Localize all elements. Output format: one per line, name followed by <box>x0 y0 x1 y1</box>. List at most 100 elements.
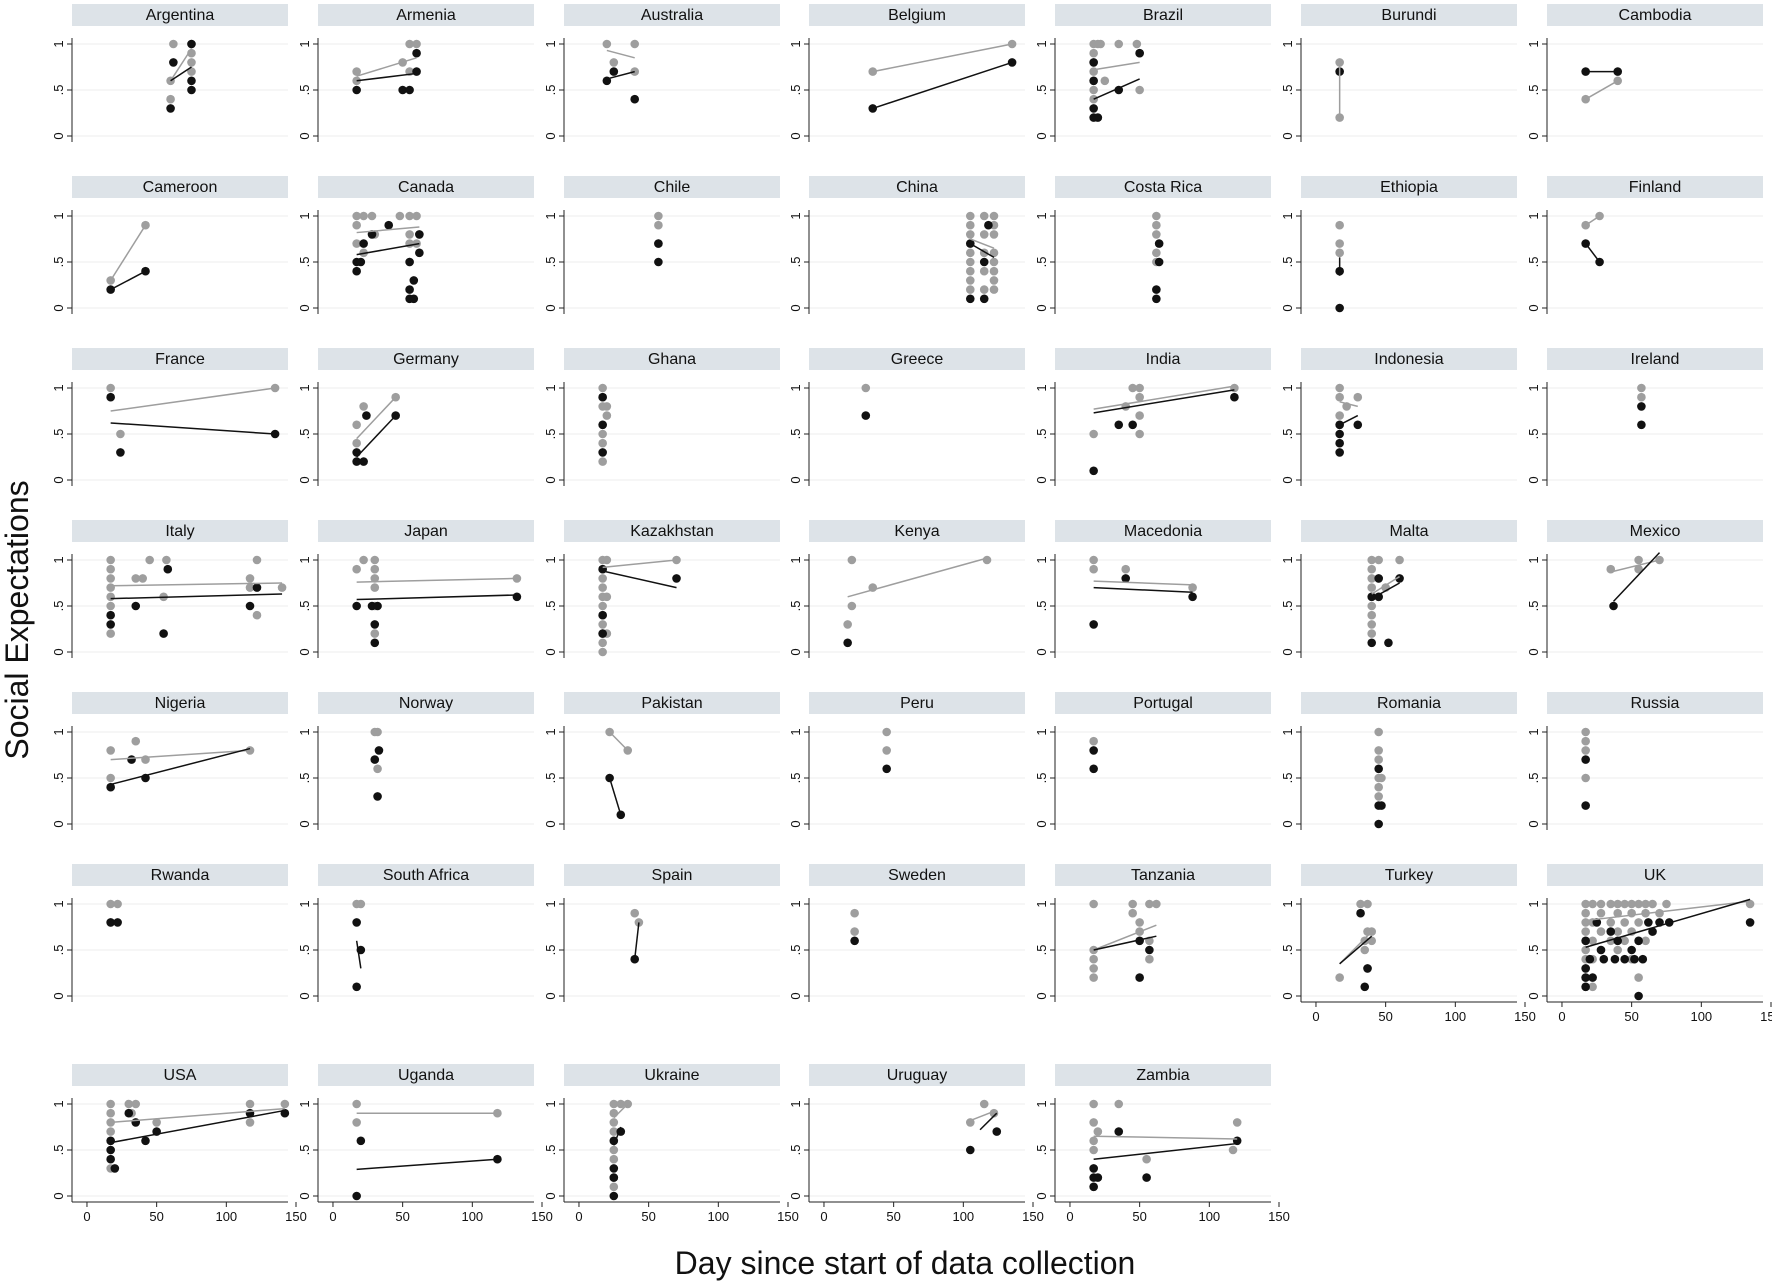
black-point <box>598 448 607 457</box>
gray-point <box>1152 220 1161 230</box>
y-tick-label: .5 <box>297 429 312 440</box>
y-tick-label: .5 <box>1280 945 1295 956</box>
black-point <box>1627 945 1636 955</box>
black-fit-line <box>608 777 622 816</box>
panel-strip <box>809 4 1025 26</box>
gray-point <box>1606 899 1616 909</box>
black-point <box>1367 638 1377 648</box>
gray-point <box>609 1099 619 1109</box>
panel-ireland: Ireland 0 .5 1 <box>1526 348 1763 486</box>
panel-portugal: Portugal 0 .5 1 <box>1034 692 1271 830</box>
gray-point <box>106 773 115 783</box>
black-point <box>1581 801 1590 810</box>
panel-uk: UK 0 .5 1 0 50 100 150 <box>1526 864 1772 1024</box>
y-tick-label: .5 <box>51 1145 66 1156</box>
black-point <box>1121 574 1131 583</box>
panel-title: France <box>155 351 205 368</box>
black-point <box>367 230 377 239</box>
x-tick-label: 0 <box>83 1209 90 1224</box>
gray-point <box>609 1118 619 1127</box>
y-tick-label: .5 <box>1034 1145 1049 1156</box>
gray-fit-line <box>110 1107 285 1124</box>
gray-point <box>1135 429 1144 439</box>
black-point <box>1089 746 1098 755</box>
gray-point <box>1581 727 1590 737</box>
y-tick-label: 0 <box>297 132 312 139</box>
y-tick-label: .5 <box>788 85 803 96</box>
black-fit-line <box>1585 898 1751 948</box>
gray-point <box>1089 973 1098 982</box>
gray-point <box>1634 918 1643 927</box>
gray-point <box>1089 94 1098 104</box>
gray-point <box>1089 555 1098 565</box>
y-tick-label: 0 <box>1280 132 1295 139</box>
y-tick-label: 0 <box>297 648 312 655</box>
panel-mexico: Mexico 0 .5 1 <box>1526 520 1763 658</box>
black-point <box>131 1118 141 1127</box>
y-tick-label: 1 <box>51 212 66 219</box>
y-tick-label: 0 <box>1526 304 1541 311</box>
panel-title: Sweden <box>888 867 946 884</box>
panel-norway: Norway 0 .5 1 <box>297 692 534 830</box>
gray-point <box>280 1099 290 1109</box>
black-point <box>1145 945 1154 955</box>
black-point <box>370 638 380 648</box>
black-point <box>405 257 414 267</box>
black-point <box>280 1108 290 1118</box>
black-point <box>409 276 419 285</box>
black-point <box>166 104 175 113</box>
y-tick-label: 1 <box>1526 728 1541 735</box>
gray-fit-line <box>169 48 193 82</box>
gray-point <box>979 211 989 221</box>
gray-point <box>989 285 999 294</box>
gray-point <box>1152 899 1161 909</box>
gray-point <box>1128 908 1137 918</box>
black-point <box>1620 954 1629 964</box>
gray-fit-line <box>1585 80 1619 100</box>
y-tick-label: 1 <box>297 900 312 907</box>
gray-point <box>598 438 607 448</box>
gray-point <box>1152 248 1161 258</box>
black-point <box>672 574 681 583</box>
gray-point <box>609 58 619 67</box>
y-tick-label: .5 <box>1280 257 1295 268</box>
panel-uruguay: Uruguay 0 .5 1 0 50 100 150 <box>788 1064 1044 1224</box>
black-point <box>106 1154 115 1164</box>
black-point <box>609 67 619 76</box>
gray-point <box>1089 564 1098 574</box>
panel-title: Portugal <box>1133 695 1193 712</box>
panel-strip <box>318 520 534 542</box>
black-fit-line <box>356 415 397 458</box>
gray-point <box>106 899 115 909</box>
gray-point <box>1367 936 1377 946</box>
black-point <box>141 1136 150 1146</box>
black-point <box>1335 438 1344 448</box>
black-fit-line <box>602 570 677 589</box>
gray-point <box>965 285 975 294</box>
black-fit-line <box>1093 935 1157 951</box>
x-tick-label: 100 <box>707 1209 729 1224</box>
panel-title: South Africa <box>383 867 469 884</box>
gray-fit-line <box>1585 900 1751 922</box>
gray-point <box>630 39 640 49</box>
gray-fit-line <box>1093 1135 1238 1140</box>
gray-point <box>1637 392 1646 402</box>
y-tick-label: 0 <box>1280 476 1295 483</box>
panel-chile: Chile 0 .5 1 <box>543 176 780 314</box>
y-tick-label: 1 <box>543 1100 558 1107</box>
gray-point <box>1581 945 1590 955</box>
y-tick-label: .5 <box>1280 601 1295 612</box>
y-tick-label: 0 <box>1526 648 1541 655</box>
black-point <box>1093 113 1103 122</box>
panel-title: Belgium <box>888 7 946 24</box>
gray-point <box>1374 727 1383 737</box>
black-fit-line <box>979 1112 998 1131</box>
black-point <box>1634 991 1643 1001</box>
panel-title: Spain <box>652 867 693 884</box>
black-point <box>1596 945 1606 955</box>
black-point <box>352 457 361 466</box>
gray-point <box>1232 1118 1242 1127</box>
gray-point <box>1152 211 1161 221</box>
panel-strip <box>72 1064 288 1086</box>
gray-point <box>1648 899 1657 909</box>
